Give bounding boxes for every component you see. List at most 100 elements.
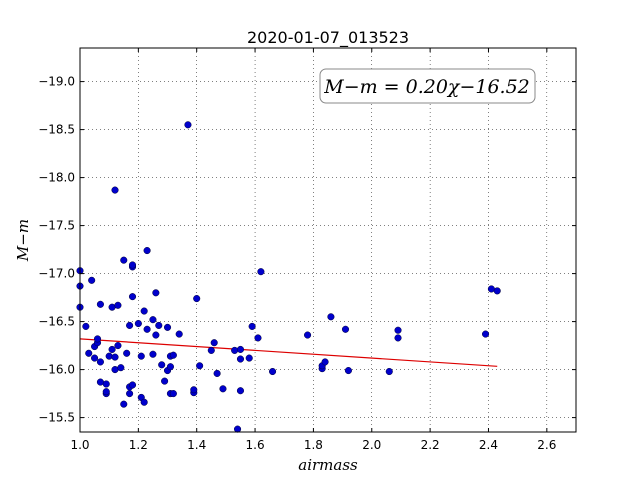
data-point xyxy=(163,323,172,331)
data-point xyxy=(137,352,145,360)
data-point xyxy=(236,345,245,353)
data-point xyxy=(394,334,402,342)
data-point xyxy=(96,358,104,366)
data-point xyxy=(327,313,335,321)
x-tick-label: 1.0 xyxy=(70,438,89,452)
data-point xyxy=(210,339,218,347)
data-point xyxy=(140,307,148,315)
data-point xyxy=(102,380,110,388)
data-point xyxy=(149,316,157,324)
data-point xyxy=(85,349,93,357)
fit-line xyxy=(79,338,498,367)
y-tick-label: −19.0 xyxy=(38,75,75,89)
data-point xyxy=(120,400,128,408)
data-point xyxy=(128,381,137,389)
data-point xyxy=(394,326,402,334)
data-point xyxy=(152,331,160,339)
data-point xyxy=(385,367,393,376)
data-point xyxy=(219,385,227,393)
y-tick-label: −18.5 xyxy=(38,123,75,137)
y-tick-label: −17.5 xyxy=(38,219,75,233)
x-tick-label: 2.6 xyxy=(537,438,556,452)
data-point xyxy=(169,351,177,359)
plot-area-frame xyxy=(79,47,577,433)
data-point xyxy=(128,293,137,301)
y-tick-label: −16.0 xyxy=(38,363,75,377)
data-point xyxy=(126,390,134,398)
data-point xyxy=(482,330,490,338)
x-tick-labels: 1.0 1.2 1.4 1.6 1.8 2.0 2.2 2.4 2.6 xyxy=(70,438,556,452)
x-tick-label: 2.2 xyxy=(421,438,440,452)
data-point xyxy=(117,364,125,372)
data-point xyxy=(304,331,312,339)
data-point xyxy=(190,386,198,394)
data-point xyxy=(269,367,277,376)
data-point xyxy=(193,295,201,303)
x-tick-label: 2.0 xyxy=(362,438,381,452)
data-point xyxy=(207,346,215,354)
data-point xyxy=(88,276,96,284)
x-axis-label: airmass xyxy=(298,456,358,474)
y-tick-label: −16.5 xyxy=(38,315,75,329)
chart-title: 2020-01-07_013523 xyxy=(247,28,409,48)
data-point xyxy=(184,121,192,129)
fit-line-group xyxy=(79,338,498,367)
y-tick-label: −17.0 xyxy=(38,267,75,281)
y-tick-labels: −15.5 −16.0 −16.5 −17.0 −17.5 −18.0 −18.5 −19.0 xyxy=(38,75,75,425)
annotation-box xyxy=(319,68,536,104)
data-point xyxy=(140,398,148,406)
data-point xyxy=(143,247,151,255)
data-point xyxy=(169,390,177,398)
data-point xyxy=(128,261,137,269)
data-point xyxy=(196,362,204,370)
data-point xyxy=(102,388,110,396)
x-tick-label: 1.6 xyxy=(246,438,265,452)
data-point xyxy=(341,325,350,333)
data-point xyxy=(161,377,169,385)
data-point xyxy=(254,334,262,342)
data-point xyxy=(149,350,157,358)
x-tick-label: 2.4 xyxy=(479,438,498,452)
data-point xyxy=(158,361,166,369)
data-points xyxy=(76,121,501,433)
x-tick-label: 1.4 xyxy=(187,438,206,452)
data-point xyxy=(96,300,104,308)
axis-ticks xyxy=(79,48,576,432)
y-tick-label: −18.0 xyxy=(38,171,75,185)
data-point xyxy=(134,319,142,328)
data-point xyxy=(114,301,122,309)
data-point xyxy=(152,289,160,297)
data-point xyxy=(111,186,119,194)
data-point xyxy=(166,363,174,371)
data-point xyxy=(105,352,113,360)
data-point xyxy=(231,346,239,354)
data-point xyxy=(114,342,122,350)
data-point xyxy=(143,325,151,333)
y-tick-label: −15.5 xyxy=(38,411,75,425)
data-point xyxy=(93,335,102,343)
data-point xyxy=(236,387,245,395)
data-point xyxy=(126,321,134,329)
annotation-text: M−m = 0.20χ−16.52 xyxy=(323,76,530,98)
data-point xyxy=(248,322,256,330)
x-tick-label: 1.2 xyxy=(129,438,148,452)
data-point xyxy=(175,330,183,338)
data-point xyxy=(91,354,99,362)
data-point xyxy=(120,256,128,264)
data-point xyxy=(155,321,163,329)
data-point xyxy=(108,345,116,353)
data-point xyxy=(257,268,265,276)
data-point xyxy=(344,367,352,375)
data-point xyxy=(245,354,253,362)
data-point xyxy=(493,287,501,295)
grid xyxy=(80,48,576,432)
data-point xyxy=(321,358,329,366)
x-tick-label: 1.8 xyxy=(304,438,323,452)
data-point xyxy=(82,322,90,330)
data-point xyxy=(111,353,119,361)
data-point xyxy=(213,369,221,377)
fit-annotation: M−m = 0.20χ−16.52 xyxy=(319,68,536,104)
y-axis-label: M−m xyxy=(14,219,32,262)
